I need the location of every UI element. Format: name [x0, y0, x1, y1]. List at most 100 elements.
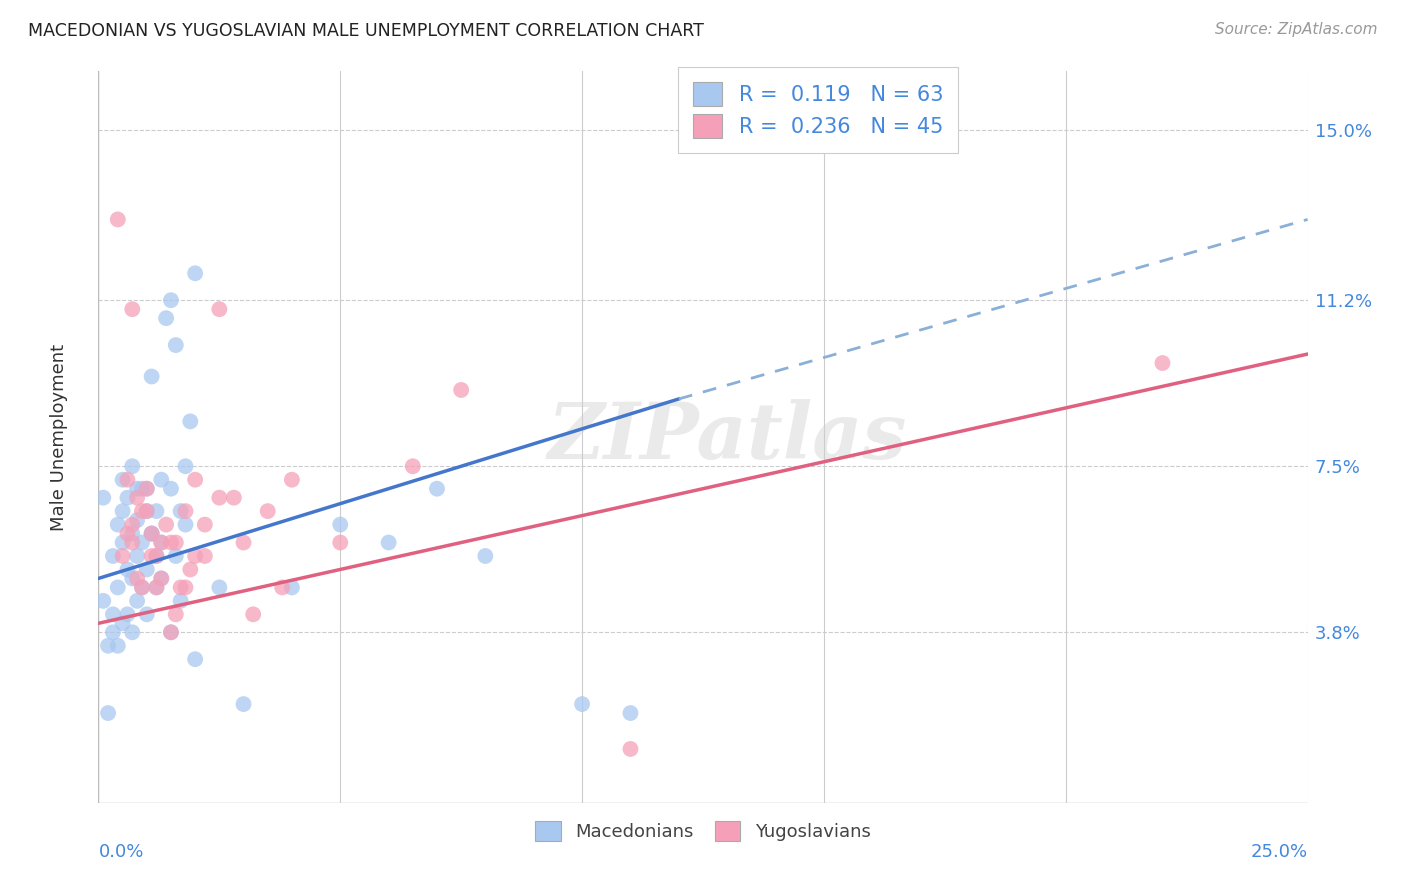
Point	[329, 535, 352, 549]
Point	[169, 581, 191, 595]
Point	[101, 607, 124, 622]
Point	[150, 535, 173, 549]
Point	[402, 459, 425, 474]
Point	[127, 491, 149, 505]
Point	[271, 581, 294, 595]
Point	[91, 594, 114, 608]
Point	[169, 504, 191, 518]
Point	[111, 616, 134, 631]
Text: MACEDONIAN VS YUGOSLAVIAN MALE UNEMPLOYMENT CORRELATION CHART: MACEDONIAN VS YUGOSLAVIAN MALE UNEMPLOYM…	[28, 22, 704, 40]
Point	[281, 473, 304, 487]
Point	[174, 581, 197, 595]
Point	[619, 706, 641, 720]
Point	[208, 581, 231, 595]
Point	[127, 594, 149, 608]
Point	[127, 571, 149, 585]
Legend: Macedonians, Yugoslavians: Macedonians, Yugoslavians	[529, 814, 877, 848]
Point	[474, 549, 496, 563]
Point	[174, 517, 197, 532]
Point	[329, 517, 352, 532]
Point	[135, 504, 157, 518]
Point	[150, 571, 173, 585]
Point	[169, 594, 191, 608]
Point	[117, 562, 139, 576]
Point	[141, 526, 163, 541]
Point	[117, 526, 139, 541]
Point	[121, 302, 143, 317]
Point	[155, 517, 177, 532]
Point	[135, 504, 157, 518]
Point	[101, 625, 124, 640]
Point	[281, 581, 304, 595]
Point	[141, 526, 163, 541]
Point	[160, 482, 183, 496]
Point	[208, 491, 231, 505]
Point	[179, 414, 201, 428]
Text: Male Unemployment: Male Unemployment	[51, 343, 69, 531]
Point	[145, 581, 167, 595]
Point	[184, 652, 207, 666]
Point	[127, 549, 149, 563]
Text: 25.0%: 25.0%	[1250, 843, 1308, 861]
Point	[131, 581, 153, 595]
Point	[1152, 356, 1174, 370]
Point	[141, 549, 163, 563]
Point	[377, 535, 399, 549]
Point	[135, 482, 157, 496]
Point	[141, 526, 163, 541]
Point	[127, 513, 149, 527]
Text: ZIPatlas: ZIPatlas	[547, 399, 907, 475]
Point	[141, 369, 163, 384]
Point	[165, 549, 187, 563]
Point	[101, 549, 124, 563]
Point	[131, 504, 153, 518]
Point	[145, 504, 167, 518]
Point	[222, 491, 245, 505]
Point	[121, 526, 143, 541]
Point	[131, 581, 153, 595]
Point	[131, 482, 153, 496]
Point	[165, 338, 187, 352]
Point	[111, 535, 134, 549]
Point	[232, 697, 254, 711]
Point	[131, 535, 153, 549]
Point	[165, 535, 187, 549]
Point	[91, 491, 114, 505]
Point	[121, 459, 143, 474]
Point	[160, 625, 183, 640]
Point	[121, 625, 143, 640]
Point	[208, 302, 231, 317]
Point	[160, 625, 183, 640]
Point	[571, 697, 593, 711]
Point	[174, 504, 197, 518]
Point	[111, 504, 134, 518]
Point	[111, 473, 134, 487]
Point	[127, 482, 149, 496]
Point	[107, 517, 129, 532]
Point	[155, 311, 177, 326]
Text: 0.0%: 0.0%	[98, 843, 143, 861]
Point	[194, 549, 217, 563]
Point	[135, 607, 157, 622]
Point	[107, 212, 129, 227]
Text: Source: ZipAtlas.com: Source: ZipAtlas.com	[1215, 22, 1378, 37]
Point	[184, 266, 207, 280]
Point	[256, 504, 278, 518]
Point	[117, 607, 139, 622]
Point	[111, 549, 134, 563]
Point	[117, 473, 139, 487]
Point	[165, 607, 187, 622]
Point	[150, 535, 173, 549]
Point	[97, 706, 120, 720]
Point	[107, 581, 129, 595]
Point	[184, 473, 207, 487]
Point	[232, 535, 254, 549]
Point	[179, 562, 201, 576]
Point	[160, 535, 183, 549]
Point	[135, 562, 157, 576]
Point	[107, 639, 129, 653]
Point	[174, 459, 197, 474]
Point	[135, 482, 157, 496]
Point	[150, 473, 173, 487]
Point	[194, 517, 217, 532]
